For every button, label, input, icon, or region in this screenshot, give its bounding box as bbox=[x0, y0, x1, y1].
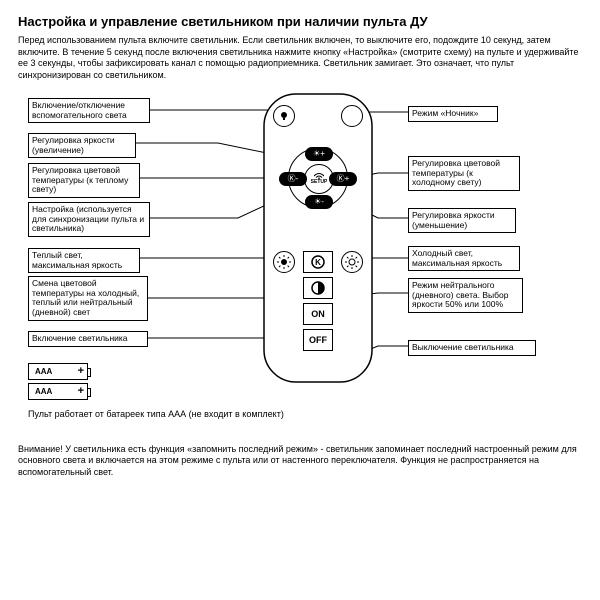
moon-icon bbox=[346, 110, 358, 122]
btn-warm-max[interactable] bbox=[273, 251, 295, 273]
intro-text: Перед использованием пульта включите све… bbox=[18, 35, 582, 82]
batteries: AAA + AAA + bbox=[28, 363, 88, 403]
page-title: Настройка и управление светильником при … bbox=[18, 14, 582, 29]
warning-text: Внимание! У светильника есть функция «за… bbox=[18, 444, 582, 479]
btn-on[interactable]: ON bbox=[303, 303, 333, 325]
btn-contrast[interactable] bbox=[303, 277, 333, 299]
center-wheel: ☀+ ☀- Ⓚ- Ⓚ+ SETUP bbox=[288, 148, 348, 208]
battery-2: AAA + bbox=[28, 383, 88, 400]
bulb-icon bbox=[278, 110, 290, 122]
battery-label-1: AAA bbox=[35, 367, 52, 376]
btn-bright-down[interactable]: ☀- bbox=[305, 195, 333, 209]
battery-1: AAA + bbox=[28, 363, 88, 380]
btn-aux-light[interactable] bbox=[273, 105, 295, 127]
btn-warm[interactable]: Ⓚ- bbox=[279, 172, 307, 186]
btn-bright-up[interactable]: ☀+ bbox=[305, 147, 333, 161]
svg-text:K: K bbox=[315, 258, 321, 267]
k-circle-icon: K bbox=[311, 255, 325, 269]
sun-outline-icon bbox=[345, 255, 359, 269]
battery-label-2: AAA bbox=[35, 387, 52, 396]
battery-note: Пульт работает от батареек типа ААА (не … bbox=[28, 409, 284, 419]
btn-cool-max[interactable] bbox=[341, 251, 363, 273]
btn-setup[interactable]: SETUP bbox=[304, 164, 334, 194]
plus-icon: + bbox=[78, 385, 84, 397]
btn-night[interactable] bbox=[341, 105, 363, 127]
sun-filled-icon bbox=[277, 255, 291, 269]
btn-off[interactable]: OFF bbox=[303, 329, 333, 351]
remote-body: ☀+ ☀- Ⓚ- Ⓚ+ SETUP K bbox=[263, 93, 373, 383]
btn-k[interactable]: K bbox=[303, 251, 333, 273]
plus-icon: + bbox=[78, 365, 84, 377]
contrast-icon bbox=[311, 281, 325, 295]
setup-label: SETUP bbox=[311, 179, 328, 185]
remote-diagram: Включение/отключение вспомогательного св… bbox=[18, 88, 582, 438]
